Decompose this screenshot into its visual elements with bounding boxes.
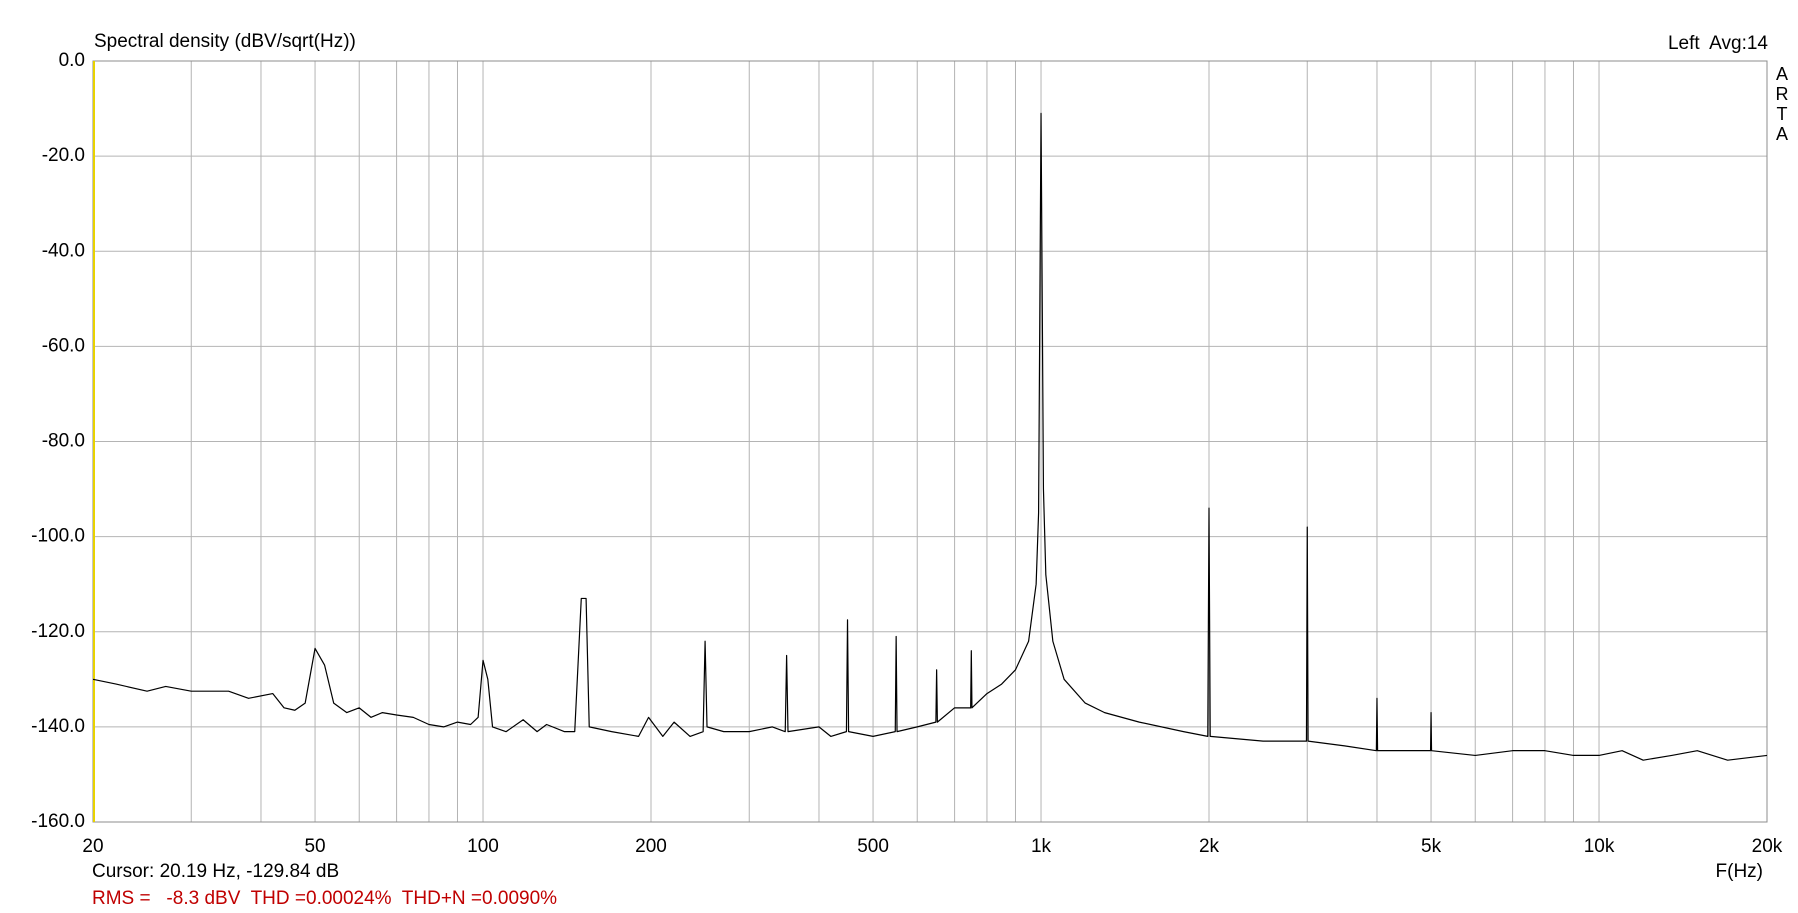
y-tick-label: -140.0 bbox=[31, 716, 85, 737]
channel-info: Left Avg:14 bbox=[1668, 33, 1768, 54]
x-tick-label: 100 bbox=[467, 836, 499, 857]
chart-title: Spectral density (dBV/sqrt(Hz)) bbox=[94, 31, 356, 52]
cursor-info: Cursor: 20.19 Hz, -129.84 dB bbox=[92, 861, 339, 882]
x-tick-label: 20k bbox=[1752, 836, 1783, 857]
y-tick-label: -60.0 bbox=[42, 335, 85, 356]
y-tick-label: -80.0 bbox=[42, 431, 85, 452]
y-tick-label: -120.0 bbox=[31, 621, 85, 642]
x-tick-label: 10k bbox=[1584, 836, 1615, 857]
x-tick-label: 2k bbox=[1199, 836, 1220, 857]
brand: ARTA bbox=[1772, 64, 1792, 144]
x-tick-label: 5k bbox=[1421, 836, 1442, 857]
x-tick-label: 200 bbox=[635, 836, 667, 857]
y-tick-label: -100.0 bbox=[31, 526, 85, 547]
spectrum-line bbox=[92, 112, 1768, 761]
x-tick-label: 50 bbox=[304, 836, 325, 857]
y-tick-label: -20.0 bbox=[42, 145, 85, 166]
x-tick-label: 20 bbox=[82, 836, 103, 857]
x-tick-label: 1k bbox=[1031, 836, 1052, 857]
x-axis-label: F(Hz) bbox=[1716, 861, 1763, 882]
y-tick-label: 0.0 bbox=[59, 50, 85, 71]
y-tick-label: -40.0 bbox=[42, 240, 85, 261]
x-tick-label: 500 bbox=[857, 836, 889, 857]
y-tick-label: -160.0 bbox=[31, 811, 85, 832]
measurement-info: RMS = -8.3 dBV THD =0.00024% THD+N =0.00… bbox=[92, 888, 557, 909]
